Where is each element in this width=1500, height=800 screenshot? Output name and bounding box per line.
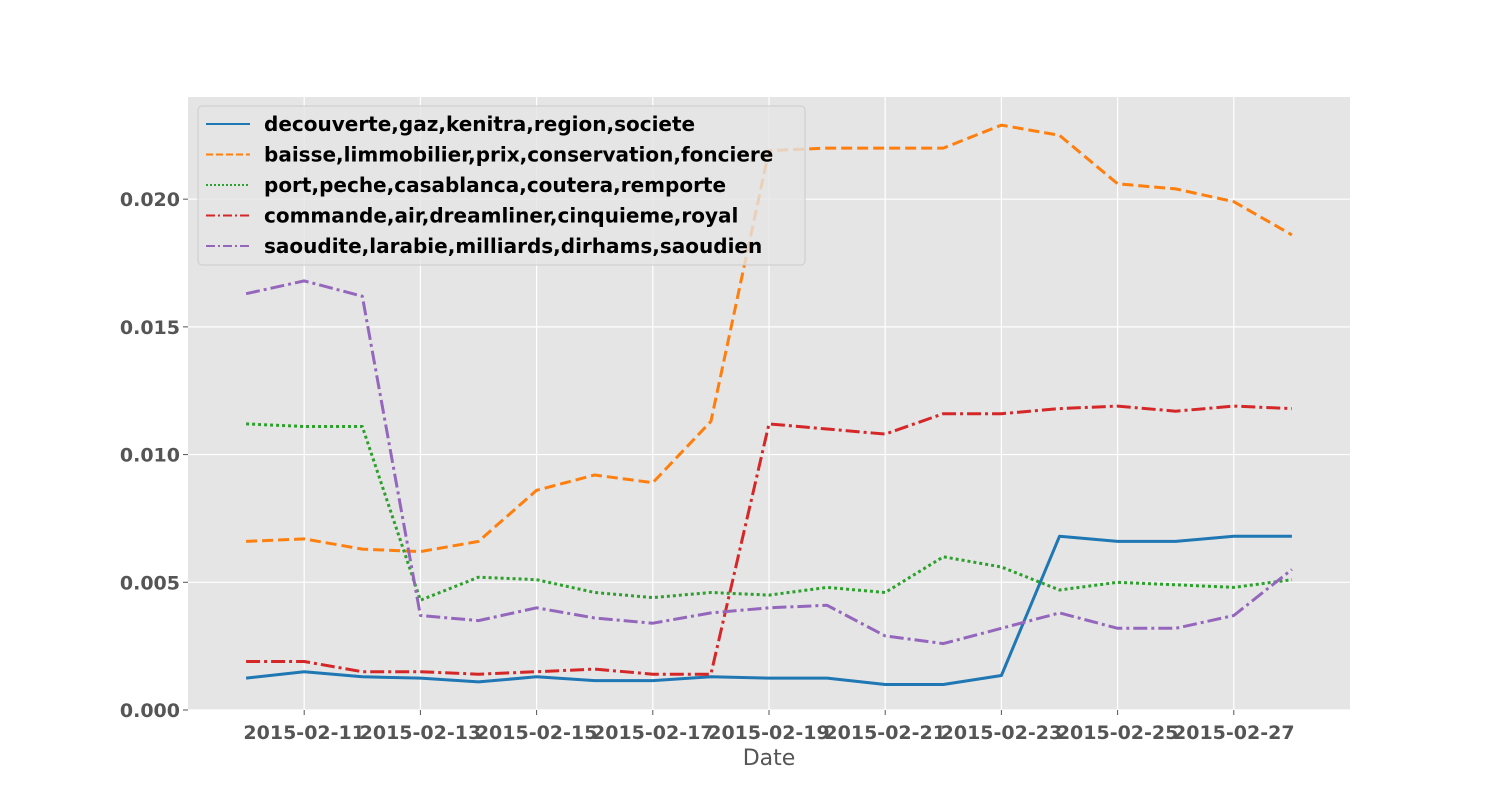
y-tick-label: 0.005 bbox=[120, 572, 180, 594]
legend-entry-label: decouverte,gaz,kenitra,region,societe bbox=[264, 112, 695, 136]
x-tick-label: 2015-02-25 bbox=[1057, 722, 1179, 744]
x-tick-label: 2015-02-19 bbox=[708, 722, 830, 744]
legend-box bbox=[197, 105, 806, 266]
legend-entry-label: commande,air,dreamliner,cinquieme,royal bbox=[264, 204, 738, 228]
legend-entry-label: saoudite,larabie,milliards,dirhams,saoud… bbox=[264, 234, 762, 258]
x-tick-label: 2015-02-23 bbox=[941, 722, 1063, 744]
x-tick-label: 2015-02-17 bbox=[592, 722, 714, 744]
x-tick-label: 2015-02-27 bbox=[1173, 722, 1295, 744]
x-axis: 2015-02-112015-02-132015-02-152015-02-17… bbox=[243, 710, 1295, 744]
series-line-4 bbox=[246, 404, 1292, 676]
series-line-3 bbox=[246, 422, 1293, 602]
y-tick-label: 0.000 bbox=[120, 700, 180, 722]
series-line-1 bbox=[245, 534, 1292, 686]
x-tick-label: 2015-02-21 bbox=[824, 722, 946, 744]
legend-entry-label: port,peche,casablanca,coutera,remporte bbox=[264, 173, 726, 197]
y-tick-label: 0.015 bbox=[120, 317, 180, 339]
x-tick-label: 2015-02-15 bbox=[476, 722, 598, 744]
y-tick-label: 0.010 bbox=[120, 445, 180, 467]
y-tick-label: 0.020 bbox=[120, 189, 180, 211]
legend: decouverte,gaz,kenitra,region,societe bai… bbox=[197, 105, 806, 266]
x-axis-label: Date bbox=[743, 746, 796, 771]
legend-entry-label: baisse,limmobilier,prix,conservation,fon… bbox=[264, 143, 773, 167]
x-tick-label: 2015-02-11 bbox=[243, 722, 365, 744]
series-line-5 bbox=[245, 279, 1293, 646]
y-axis: 0.000 0.005 0.010 0.015 0.020 bbox=[120, 189, 188, 722]
x-tick-label: 2015-02-13 bbox=[360, 722, 482, 744]
